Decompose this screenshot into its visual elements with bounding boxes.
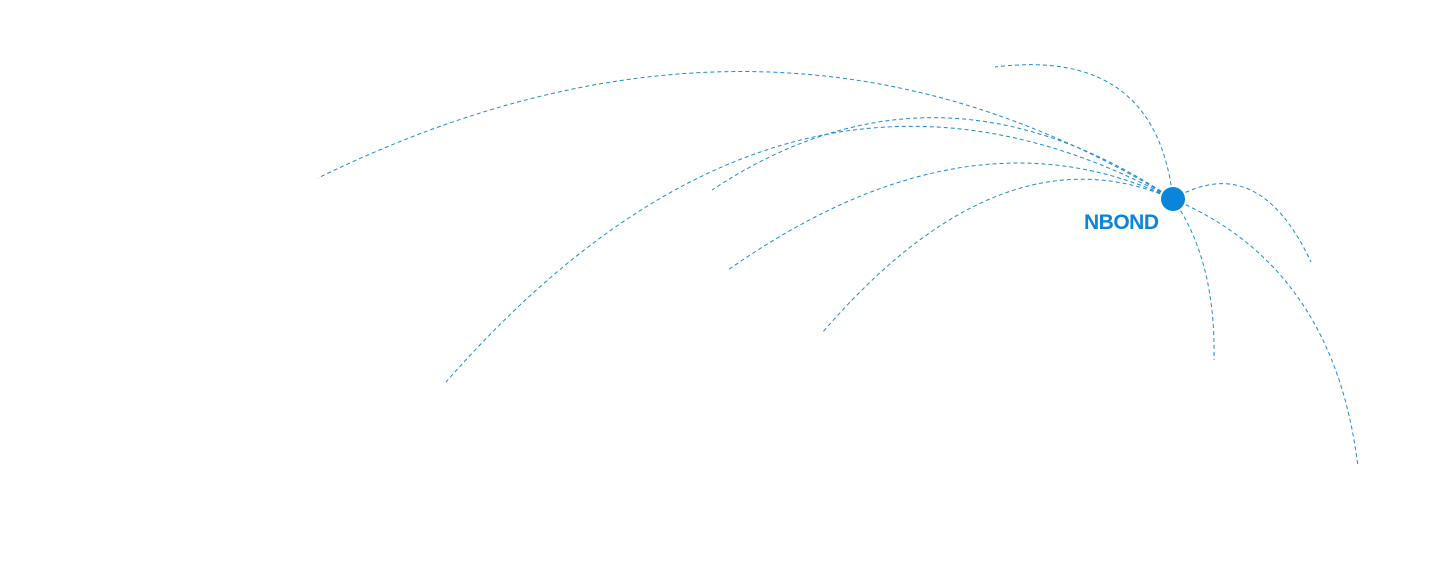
hub-label: NBOND	[1084, 211, 1159, 234]
connection-arc	[317, 71, 1174, 200]
connection-arc	[994, 64, 1174, 200]
connection-arc	[1172, 183, 1312, 263]
connection-arcs	[317, 64, 1359, 468]
connection-arc	[1172, 198, 1215, 361]
connection-arc	[1172, 198, 1359, 468]
connection-arc	[821, 178, 1174, 334]
connection-arc	[727, 162, 1174, 271]
connection-arc	[711, 117, 1174, 200]
location-dot-icon	[1161, 187, 1185, 211]
connection-arc	[445, 125, 1174, 383]
